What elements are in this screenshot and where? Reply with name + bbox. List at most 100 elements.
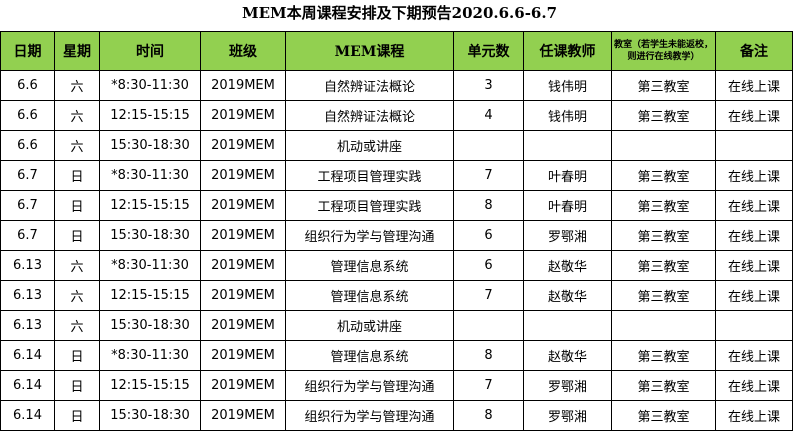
cell-date: 6.13: [0, 250, 55, 281]
cell-units: 8: [453, 340, 524, 371]
cell-teacher: [523, 130, 612, 161]
cell-room: 第三教室: [611, 340, 716, 371]
cell-class: 2019MEM: [200, 280, 286, 311]
table-row: 6.7 日 15:30-18:30 2019MEM 组织行为学与管理沟通 6 罗鄂湘 第三教室…: [0, 220, 793, 251]
cell-course: 自然辨证法概论: [285, 100, 454, 131]
cell-time: 15:30-18:30: [99, 310, 201, 341]
header-time: 时间: [99, 31, 201, 71]
table-row: 6.14 日 15:30-18:30 2019MEM 组织行为学与管理沟通 8 罗鄂湘 第三教…: [0, 400, 793, 431]
cell-time: 12:15-15:15: [99, 100, 201, 131]
cell-course: 管理信息系统: [285, 280, 454, 311]
cell-note: 在线上课: [715, 100, 793, 131]
cell-course: 管理信息系统: [285, 250, 454, 281]
cell-course: 组织行为学与管理沟通: [285, 370, 454, 401]
table-row: 6.13 六 *8:30-11:30 2019MEM 管理信息系统 6 赵敬华 第三教室 在线上…: [0, 250, 793, 281]
cell-time: *8:30-11:30: [99, 160, 201, 191]
cell-date: 6.6: [0, 130, 55, 161]
cell-class: 2019MEM: [200, 130, 286, 161]
cell-teacher: 钱伟明: [523, 100, 612, 131]
cell-note: 在线上课: [715, 400, 793, 431]
cell-teacher: 罗鄂湘: [523, 400, 612, 431]
cell-class: 2019MEM: [200, 100, 286, 131]
cell-teacher: 罗鄂湘: [523, 370, 612, 401]
header-row: 日期 星期 时间 班级 MEM课程 单元数 任课教师 教室（若学生未能返校，则进…: [0, 31, 793, 71]
cell-teacher: 赵敬华: [523, 280, 612, 311]
table-row: 6.7 日 12:15-15:15 2019MEM 工程项目管理实践 8 叶春明 第三教室 在线…: [0, 190, 793, 221]
cell-date: 6.7: [0, 160, 55, 191]
table-row: 6.13 六 15:30-18:30 2019MEM 机动或讲座: [0, 310, 793, 341]
cell-date: 6.13: [0, 280, 55, 311]
cell-date: 6.13: [0, 310, 55, 341]
cell-weekday: 六: [54, 250, 100, 281]
cell-time: 15:30-18:30: [99, 220, 201, 251]
cell-date: 6.7: [0, 220, 55, 251]
cell-room: 第三教室: [611, 280, 716, 311]
cell-date: 6.14: [0, 340, 55, 371]
table-row: 6.6 六 15:30-18:30 2019MEM 机动或讲座: [0, 130, 793, 161]
cell-room: 第三教室: [611, 70, 716, 101]
cell-weekday: 六: [54, 310, 100, 341]
cell-teacher: [523, 310, 612, 341]
cell-class: 2019MEM: [200, 310, 286, 341]
cell-course: 机动或讲座: [285, 310, 454, 341]
cell-units: 3: [453, 70, 524, 101]
header-units: 单元数: [453, 31, 524, 71]
cell-units: [453, 310, 524, 341]
table-row: 6.14 日 12:15-15:15 2019MEM 组织行为学与管理沟通 7 罗鄂湘 第三教…: [0, 370, 793, 401]
table-row: 6.13 六 12:15-15:15 2019MEM 管理信息系统 7 赵敬华 第三教室 在线上…: [0, 280, 793, 311]
cell-note: 在线上课: [715, 280, 793, 311]
cell-note: 在线上课: [715, 370, 793, 401]
cell-room: 第三教室: [611, 190, 716, 221]
cell-time: *8:30-11:30: [99, 70, 201, 101]
cell-note: 在线上课: [715, 160, 793, 191]
cell-weekday: 日: [54, 370, 100, 401]
header-class: 班级: [200, 31, 286, 71]
cell-room: 第三教室: [611, 250, 716, 281]
cell-note: [715, 310, 793, 341]
cell-room: 第三教室: [611, 100, 716, 131]
cell-date: 6.6: [0, 100, 55, 131]
cell-room: 第三教室: [611, 370, 716, 401]
cell-teacher: 罗鄂湘: [523, 220, 612, 251]
cell-time: 15:30-18:30: [99, 400, 201, 431]
cell-weekday: 日: [54, 190, 100, 221]
cell-teacher: 叶春明: [523, 190, 612, 221]
cell-class: 2019MEM: [200, 400, 286, 431]
table-row: 6.6 六 *8:30-11:30 2019MEM 自然辨证法概论 3 钱伟明 第三教室 在线上…: [0, 70, 793, 101]
header-date: 日期: [0, 31, 55, 71]
cell-class: 2019MEM: [200, 190, 286, 221]
header-note: 备注: [715, 31, 793, 71]
cell-course: 工程项目管理实践: [285, 160, 454, 191]
cell-course: 管理信息系统: [285, 340, 454, 371]
cell-room: 第三教室: [611, 400, 716, 431]
cell-note: 在线上课: [715, 190, 793, 221]
cell-weekday: 六: [54, 70, 100, 101]
cell-note: 在线上课: [715, 220, 793, 251]
cell-units: 8: [453, 190, 524, 221]
cell-course: 组织行为学与管理沟通: [285, 400, 454, 431]
cell-weekday: 六: [54, 280, 100, 311]
cell-class: 2019MEM: [200, 70, 286, 101]
cell-units: 7: [453, 280, 524, 311]
cell-teacher: 叶春明: [523, 160, 612, 191]
cell-weekday: 日: [54, 160, 100, 191]
table-row: 6.7 日 *8:30-11:30 2019MEM 工程项目管理实践 7 叶春明 第三教室 在线…: [0, 160, 793, 191]
table-row: 6.6 六 12:15-15:15 2019MEM 自然辨证法概论 4 钱伟明 第三教室 在线上…: [0, 100, 793, 131]
cell-units: 8: [453, 400, 524, 431]
cell-class: 2019MEM: [200, 340, 286, 371]
cell-date: 6.14: [0, 370, 55, 401]
cell-units: 6: [453, 250, 524, 281]
cell-time: *8:30-11:30: [99, 340, 201, 371]
cell-time: *8:30-11:30: [99, 250, 201, 281]
cell-course: 工程项目管理实践: [285, 190, 454, 221]
table-row: 6.14 日 *8:30-11:30 2019MEM 管理信息系统 8 赵敬华 第三教室 在线上…: [0, 340, 793, 371]
cell-class: 2019MEM: [200, 220, 286, 251]
cell-units: 7: [453, 370, 524, 401]
cell-units: [453, 130, 524, 161]
cell-room: [611, 310, 716, 341]
cell-teacher: 钱伟明: [523, 70, 612, 101]
cell-teacher: 赵敬华: [523, 250, 612, 281]
cell-course: 组织行为学与管理沟通: [285, 220, 454, 251]
cell-weekday: 日: [54, 400, 100, 431]
cell-date: 6.6: [0, 70, 55, 101]
